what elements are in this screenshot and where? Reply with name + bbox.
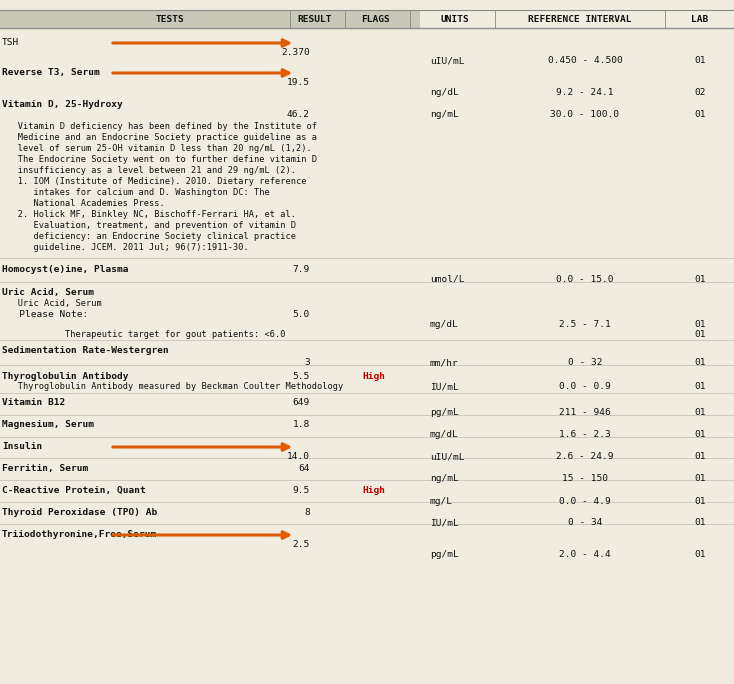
Text: Uric Acid, Serum: Uric Acid, Serum xyxy=(2,299,102,308)
Text: High: High xyxy=(362,372,385,381)
Text: ng/mL: ng/mL xyxy=(430,474,459,483)
Text: 1.8: 1.8 xyxy=(293,420,310,429)
Text: Sedimentation Rate-Westergren: Sedimentation Rate-Westergren xyxy=(2,346,169,355)
Text: insufficiency as a level between 21 and 29 ng/mL (2).: insufficiency as a level between 21 and … xyxy=(2,166,296,175)
Text: Thyroglobulin Antibody: Thyroglobulin Antibody xyxy=(2,372,128,381)
Text: IU/mL: IU/mL xyxy=(430,382,459,391)
Text: 01: 01 xyxy=(694,408,706,417)
Text: 3: 3 xyxy=(305,358,310,367)
Text: 15 - 150: 15 - 150 xyxy=(562,474,608,483)
Text: ng/dL: ng/dL xyxy=(430,88,459,97)
Text: guideline. JCEM. 2011 Jul; 96(7):1911-30.: guideline. JCEM. 2011 Jul; 96(7):1911-30… xyxy=(2,243,249,252)
Text: 01: 01 xyxy=(694,518,706,527)
Text: 211 - 946: 211 - 946 xyxy=(559,408,611,417)
Text: uIU/mL: uIU/mL xyxy=(430,452,465,461)
Text: 0.0 - 0.9: 0.0 - 0.9 xyxy=(559,382,611,391)
Text: RESULT: RESULT xyxy=(298,14,333,23)
Text: 0 - 32: 0 - 32 xyxy=(568,358,603,367)
Text: REFERENCE INTERVAL: REFERENCE INTERVAL xyxy=(528,14,632,23)
Text: 30.0 - 100.0: 30.0 - 100.0 xyxy=(550,110,619,119)
Text: Medicine and an Endocrine Society practice guideline as a: Medicine and an Endocrine Society practi… xyxy=(2,133,317,142)
Bar xyxy=(0,10,420,28)
Text: 649: 649 xyxy=(293,398,310,407)
Text: 1.6 - 2.3: 1.6 - 2.3 xyxy=(559,430,611,439)
Text: 9.2 - 24.1: 9.2 - 24.1 xyxy=(556,88,614,97)
Text: Magnesium, Serum: Magnesium, Serum xyxy=(2,420,94,429)
Text: Vitamin B12: Vitamin B12 xyxy=(2,398,65,407)
Text: 8: 8 xyxy=(305,508,310,517)
Text: TSH: TSH xyxy=(2,38,19,47)
Text: 0.0 - 15.0: 0.0 - 15.0 xyxy=(556,275,614,284)
Text: LAB: LAB xyxy=(691,14,708,23)
Text: FLAGS: FLAGS xyxy=(360,14,389,23)
Text: 01: 01 xyxy=(694,474,706,483)
Text: 2.370: 2.370 xyxy=(281,48,310,57)
Text: 01: 01 xyxy=(694,358,706,367)
Text: 02: 02 xyxy=(694,88,706,97)
Text: pg/mL: pg/mL xyxy=(430,408,459,417)
Text: mg/L: mg/L xyxy=(430,497,453,506)
Text: C-Reactive Protein, Quant: C-Reactive Protein, Quant xyxy=(2,486,146,495)
Text: Evaluation, treatment, and prevention of vitamin D: Evaluation, treatment, and prevention of… xyxy=(2,221,296,230)
Text: mg/dL: mg/dL xyxy=(430,430,459,439)
Text: level of serum 25-OH vitamin D less than 20 ng/mL (1,2).: level of serum 25-OH vitamin D less than… xyxy=(2,144,312,153)
Text: 01: 01 xyxy=(694,56,706,65)
Text: IU/mL: IU/mL xyxy=(430,518,459,527)
Text: 5.5: 5.5 xyxy=(293,372,310,381)
Text: 01: 01 xyxy=(694,430,706,439)
Text: 01: 01 xyxy=(694,320,706,329)
Text: The Endocrine Society went on to further define vitamin D: The Endocrine Society went on to further… xyxy=(2,155,317,164)
Text: Insulin: Insulin xyxy=(2,442,43,451)
Text: Please Note:: Please Note: xyxy=(2,310,88,319)
Text: Thyroglobulin Antibody measured by Beckman Coulter Methodology: Thyroglobulin Antibody measured by Beckm… xyxy=(2,382,344,391)
Text: Homocyst(e)ine, Plasma: Homocyst(e)ine, Plasma xyxy=(2,265,128,274)
Text: 01: 01 xyxy=(694,382,706,391)
Text: 5.0: 5.0 xyxy=(293,310,310,319)
Text: Triiodothyronine,Free,Serum: Triiodothyronine,Free,Serum xyxy=(2,530,157,539)
Text: intakes for calcium and D. Washington DC: The: intakes for calcium and D. Washington DC… xyxy=(2,188,270,197)
Text: 64: 64 xyxy=(299,464,310,473)
Text: Vitamin D, 25-Hydroxy: Vitamin D, 25-Hydroxy xyxy=(2,100,123,109)
Text: 0 - 34: 0 - 34 xyxy=(568,518,603,527)
Text: Reverse T3, Serum: Reverse T3, Serum xyxy=(2,68,100,77)
Text: 46.2: 46.2 xyxy=(287,110,310,119)
Text: deficiency: an Endocrine Society clinical practice: deficiency: an Endocrine Society clinica… xyxy=(2,232,296,241)
Text: 01: 01 xyxy=(694,497,706,506)
Text: Vitamin D deficiency has been defined by the Institute of: Vitamin D deficiency has been defined by… xyxy=(2,122,317,131)
Text: 19.5: 19.5 xyxy=(287,78,310,87)
Text: 2.6 - 24.9: 2.6 - 24.9 xyxy=(556,452,614,461)
Text: 9.5: 9.5 xyxy=(293,486,310,495)
Text: mm/hr: mm/hr xyxy=(430,358,459,367)
Text: 01: 01 xyxy=(694,452,706,461)
Text: pg/mL: pg/mL xyxy=(430,550,459,559)
Text: Ferritin, Serum: Ferritin, Serum xyxy=(2,464,88,473)
Text: 2.5: 2.5 xyxy=(293,540,310,549)
Text: High: High xyxy=(362,486,385,495)
Text: National Academies Press.: National Academies Press. xyxy=(2,199,164,208)
Text: Uric Acid, Serum: Uric Acid, Serum xyxy=(2,288,94,297)
Text: 0.0 - 4.9: 0.0 - 4.9 xyxy=(559,497,611,506)
Text: 2. Holick MF, Binkley NC, Bischoff-Ferrari HA, et al.: 2. Holick MF, Binkley NC, Bischoff-Ferra… xyxy=(2,210,296,219)
Text: 01: 01 xyxy=(694,275,706,284)
Text: 01: 01 xyxy=(694,550,706,559)
Text: 2.0 - 4.4: 2.0 - 4.4 xyxy=(559,550,611,559)
Text: mg/dL: mg/dL xyxy=(430,320,459,329)
Text: 1. IOM (Institute of Medicine). 2010. Dietary reference: 1. IOM (Institute of Medicine). 2010. Di… xyxy=(2,177,307,186)
Text: Thyroid Peroxidase (TPO) Ab: Thyroid Peroxidase (TPO) Ab xyxy=(2,508,157,517)
Text: 01: 01 xyxy=(694,330,706,339)
Text: UNITS: UNITS xyxy=(440,14,469,23)
Text: 2.5 - 7.1: 2.5 - 7.1 xyxy=(559,320,611,329)
Text: 7.9: 7.9 xyxy=(293,265,310,274)
Text: TESTS: TESTS xyxy=(156,14,184,23)
Text: uIU/mL: uIU/mL xyxy=(430,56,465,65)
Text: 14.0: 14.0 xyxy=(287,452,310,461)
Text: ng/mL: ng/mL xyxy=(430,110,459,119)
Text: 0.450 - 4.500: 0.450 - 4.500 xyxy=(548,56,622,65)
Text: Therapeutic target for gout patients: <6.0: Therapeutic target for gout patients: <6… xyxy=(2,330,286,339)
Text: umol/L: umol/L xyxy=(430,275,465,284)
Text: 01: 01 xyxy=(694,110,706,119)
